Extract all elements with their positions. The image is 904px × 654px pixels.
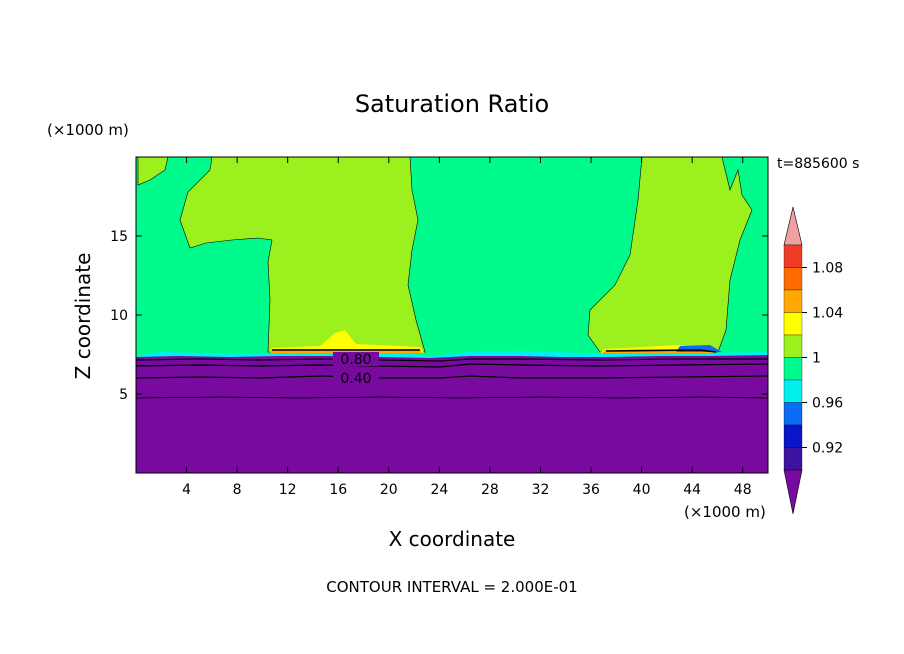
x-tick-label: 24 bbox=[430, 482, 448, 498]
colorbar-bin bbox=[783, 357, 803, 381]
x-tick-label: 28 bbox=[481, 482, 499, 498]
region-lower-layer bbox=[136, 355, 768, 473]
colorbar-bin bbox=[783, 267, 803, 291]
x-axis-ticks: 4 8 12 16 20 24 28 32 36 40 44 48 bbox=[182, 157, 752, 498]
colorbar-bin bbox=[783, 402, 803, 426]
y-axis-ticks: 5 10 15 bbox=[110, 229, 768, 403]
top-left-patch bbox=[137, 157, 169, 186]
colorbar: 1.08 1.04 1 0.96 0.92 bbox=[783, 206, 843, 515]
colorbar-tick-label: 1.04 bbox=[812, 306, 843, 322]
x-axis-label: X coordinate bbox=[389, 527, 516, 551]
plume-left bbox=[179, 157, 426, 353]
x-tick-label: 32 bbox=[532, 482, 550, 498]
colorbar-bin bbox=[783, 334, 803, 358]
y-tick-label: 10 bbox=[110, 308, 128, 324]
contour-lines bbox=[136, 349, 768, 399]
x-tick-label: 40 bbox=[633, 482, 651, 498]
time-label: t=885600 s bbox=[777, 156, 859, 172]
y-axis-label: Z coordinate bbox=[71, 253, 95, 380]
x-tick-label: 8 bbox=[233, 482, 242, 498]
chart-title: Saturation Ratio bbox=[355, 90, 549, 118]
colorbar-tick-label: 1.08 bbox=[812, 261, 843, 277]
colorbar-tick-label: 0.92 bbox=[812, 441, 843, 457]
x-tick-label: 48 bbox=[734, 482, 752, 498]
x-tick-label: 4 bbox=[182, 482, 191, 498]
colorbar-bin bbox=[783, 244, 803, 268]
contour-label-040: 0.40 bbox=[340, 371, 371, 387]
x-tick-label: 16 bbox=[329, 482, 347, 498]
contour-label-080: 0.80 bbox=[340, 352, 371, 368]
x-tick-label: 20 bbox=[380, 482, 398, 498]
plume-right bbox=[587, 157, 753, 353]
colorbar-under-triangle bbox=[783, 469, 803, 515]
colorbar-bin bbox=[783, 312, 803, 336]
x-tick-label: 36 bbox=[582, 482, 600, 498]
x-tick-label: 44 bbox=[683, 482, 701, 498]
colorbar-bin bbox=[783, 289, 803, 313]
colorbar-tick-label: 1 bbox=[812, 351, 821, 367]
cloud-edge-left bbox=[270, 330, 424, 353]
x-unit-label: (×1000 m) bbox=[684, 503, 766, 521]
contour-interval-note: CONTOUR INTERVAL = 2.000E-01 bbox=[326, 578, 577, 596]
colorbar-bin bbox=[783, 447, 803, 471]
colorbar-bin bbox=[783, 424, 803, 448]
contour-field: 0.80 0.40 bbox=[136, 157, 768, 473]
colorbar-over-triangle bbox=[783, 206, 803, 246]
x-tick-label: 12 bbox=[279, 482, 297, 498]
y-unit-label: (×1000 m) bbox=[47, 121, 129, 139]
colorbar-bin bbox=[783, 379, 803, 403]
colorbar-tick-label: 0.96 bbox=[812, 396, 843, 412]
y-tick-label: 5 bbox=[119, 387, 128, 403]
y-tick-label: 15 bbox=[110, 229, 128, 245]
